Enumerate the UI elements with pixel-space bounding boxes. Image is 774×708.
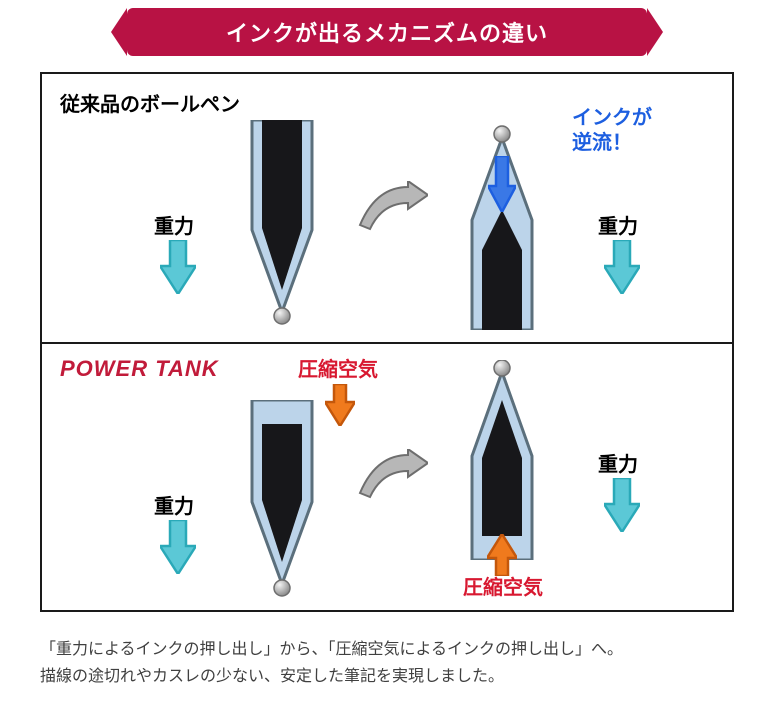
comp-air-label-bl: 圧縮空気 [298,358,378,383]
gravity-arrow-tl [160,240,196,294]
caption-text: 「重力によるインクの押し出し」から、「圧縮空気によるインクの押し出し」へ。 描線… [40,637,734,690]
pen-conventional-down [232,120,332,330]
ink-backflow-arrow [488,156,516,212]
gravity-arrow-br [604,478,640,532]
conventional-title: 従来品のボールペン [60,88,240,117]
gravity-label-tr: 重力 [598,210,638,239]
section-conventional: 従来品のボールペン 重力 [42,74,732,342]
gravity-label-tl: 重力 [154,210,194,239]
diagram-frame: 従来品のボールペン 重力 [40,72,734,612]
gravity-label-bl: 重力 [154,490,194,519]
powertank-title: POWER TANK [60,356,219,382]
comp-air-label-br: 圧縮空気 [463,576,543,601]
gravity-arrow-tr [604,240,640,294]
transition-arrow-bottom [358,449,428,503]
pen-powertank-up [452,360,552,560]
caption-line1: 「重力によるインクの押し出し」から、「圧縮空気によるインクの押し出し」へ。 [40,641,623,658]
ink-backflow-label: インクが 逆流！ [572,106,652,156]
caption-line2: 描線の途切れやカスレの少ない、安定した筆記を実現しました。 [40,668,504,685]
ink-backflow-l1: インクが [572,106,652,131]
gravity-arrow-bl [160,520,196,574]
gravity-label-br: 重力 [598,448,638,477]
pen-powertank-down [232,400,332,600]
comp-air-arrow-br [487,534,517,576]
ink-backflow-l2: 逆流！ [572,131,652,156]
pen-conventional-up [452,120,552,330]
header-banner: インクが出るメカニズムの違い [127,8,647,56]
transition-arrow-top [358,181,428,235]
header-title: インクが出るメカニズムの違い [226,16,548,48]
section-powertank: POWER TANK 圧縮空気 重力 [42,342,732,610]
